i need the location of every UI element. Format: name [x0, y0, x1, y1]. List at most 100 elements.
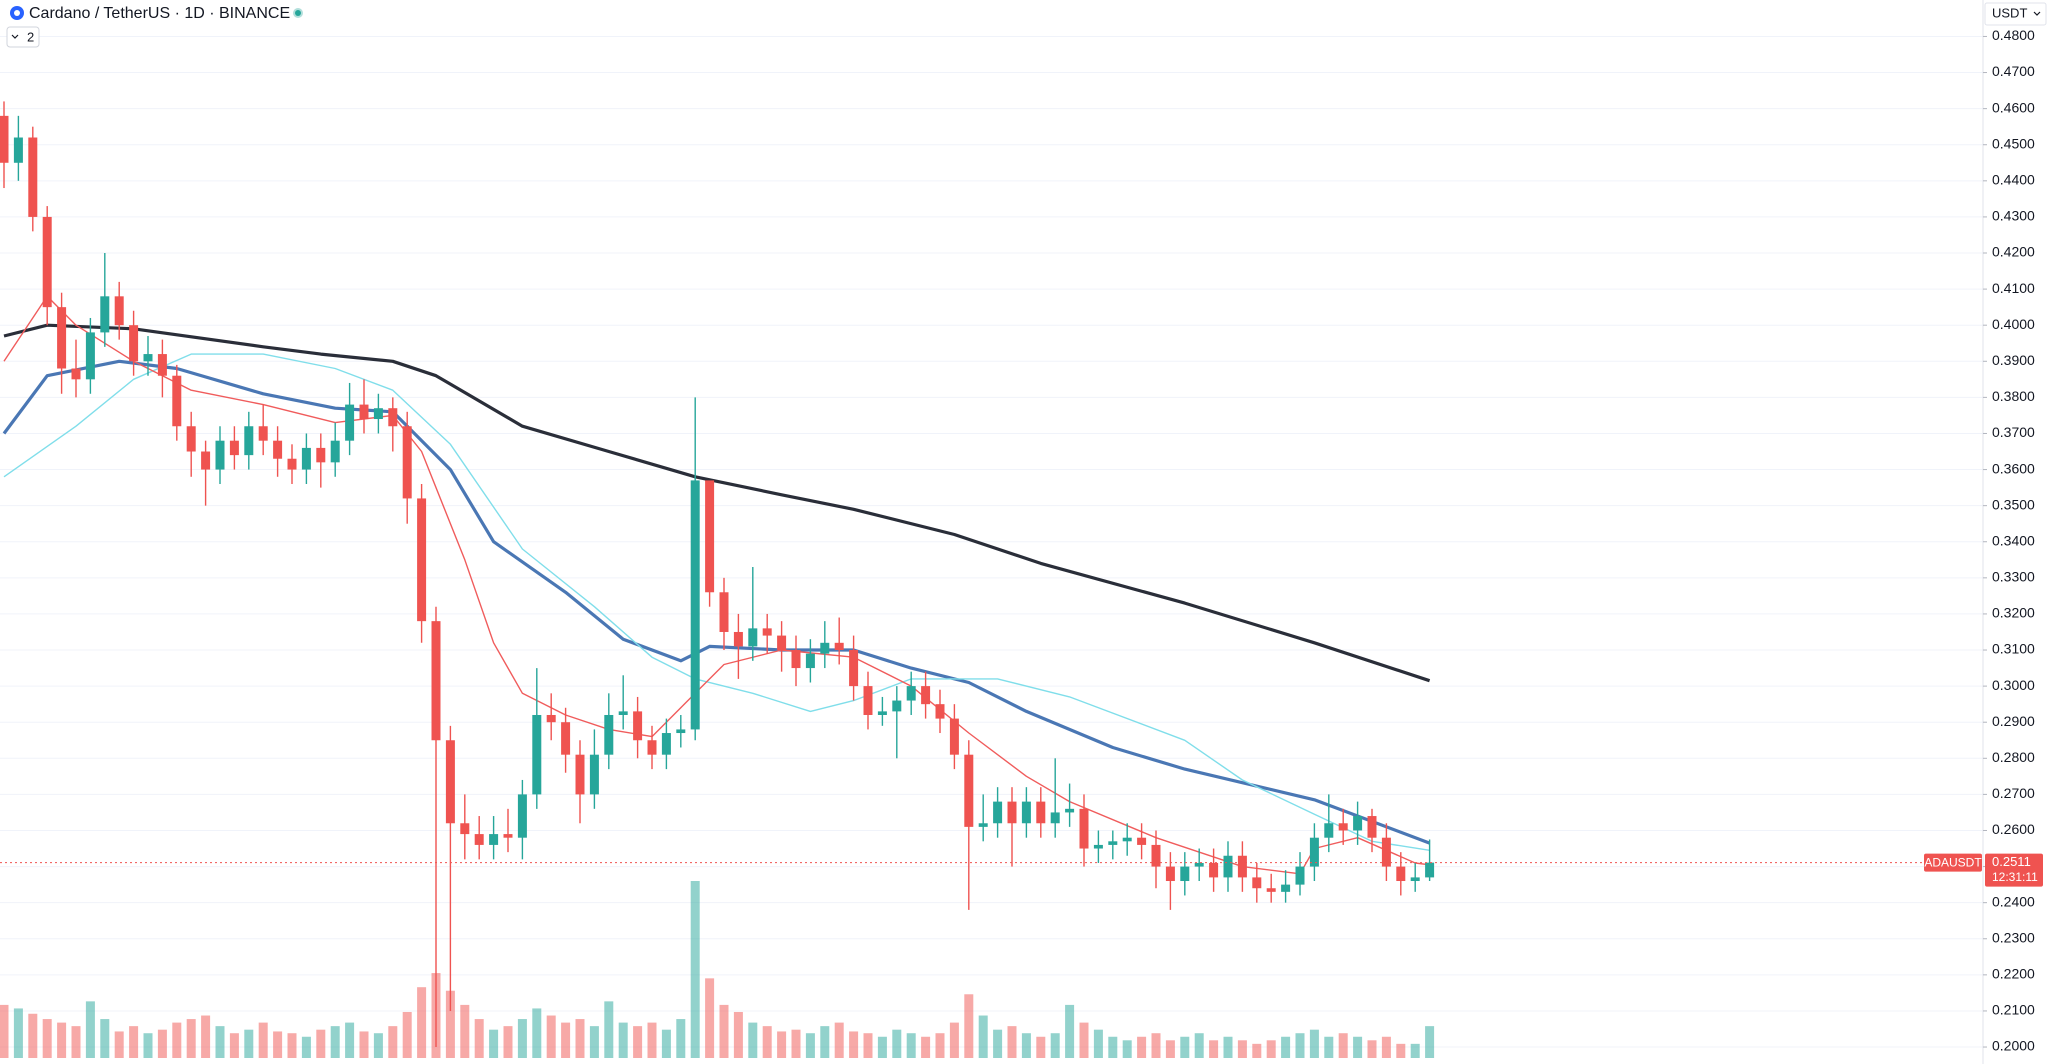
- volume-bar: [359, 1031, 369, 1058]
- volume-bar: [1367, 1040, 1377, 1058]
- candle-body: [1137, 837, 1147, 845]
- candle-body: [244, 426, 254, 456]
- volume-bar: [892, 1029, 902, 1058]
- volume-bar: [661, 1029, 671, 1058]
- candle-body: [0, 115, 9, 163]
- y-tick-label: 0.2300: [1992, 929, 2035, 945]
- symbol-tag: [1924, 853, 1982, 872]
- candle-body: [489, 834, 499, 845]
- candle-body: [460, 823, 470, 835]
- candle-body: [57, 307, 67, 369]
- candle-body: [1180, 866, 1190, 882]
- y-tick-label: 0.4000: [1992, 316, 2035, 332]
- y-tick-label: 0.3600: [1992, 460, 2035, 476]
- volume-bar: [964, 994, 974, 1058]
- y-tick-label: 0.4700: [1992, 63, 2035, 79]
- volume-bar: [1079, 1022, 1089, 1058]
- volume-bar: [1281, 1036, 1291, 1058]
- candle-body: [575, 754, 585, 795]
- volume-bar: [489, 1029, 499, 1058]
- currency-button[interactable]: [1984, 2, 2047, 26]
- volume-bar: [575, 1019, 585, 1058]
- currency-label: USDT: [1992, 5, 2027, 20]
- candle-body: [287, 458, 297, 470]
- candle-body: [1281, 884, 1291, 892]
- candle-body: [791, 650, 801, 669]
- candle-body: [402, 426, 412, 499]
- y-tick-label: 0.2000: [1992, 1038, 2035, 1054]
- y-tick-label: 0.2700: [1992, 785, 2035, 801]
- volume-bar: [402, 1011, 412, 1058]
- volume-bar: [921, 1036, 931, 1058]
- candle-body: [1050, 812, 1060, 824]
- candle-body: [474, 834, 484, 845]
- y-tick-label: 0.3500: [1992, 496, 2035, 512]
- volume-bar: [345, 1022, 355, 1058]
- volume-bar: [172, 1022, 182, 1058]
- volume-bar: [474, 1019, 484, 1058]
- candle-body: [1007, 801, 1017, 824]
- volume-bar: [1021, 1033, 1031, 1058]
- volume-bar: [618, 1022, 628, 1058]
- volume-bar: [1324, 1036, 1334, 1058]
- candle-body: [417, 498, 427, 622]
- candle-body: [1353, 816, 1363, 831]
- volume-bar: [445, 990, 455, 1058]
- last-price-tag: [1985, 853, 2043, 887]
- volume-bar: [1223, 1036, 1233, 1058]
- volume-bar: [201, 1015, 211, 1058]
- indicators-count: 2: [27, 29, 34, 44]
- volume-bar: [1381, 1036, 1391, 1058]
- symbol-icon-core: [14, 10, 20, 16]
- candle-body: [359, 404, 369, 420]
- volume-bar: [705, 978, 715, 1058]
- moving-average-line: [3, 323, 1431, 683]
- candles: [0, 101, 1435, 1048]
- volume-bar: [1396, 1043, 1406, 1058]
- volume-bar: [1252, 1043, 1262, 1058]
- candle-body: [705, 480, 715, 593]
- candle-body: [978, 823, 988, 827]
- volume-bar: [417, 987, 427, 1058]
- candle-body: [71, 368, 81, 380]
- candle-body: [1021, 801, 1031, 824]
- volume-bar: [532, 1008, 542, 1058]
- volume-bar: [460, 1004, 470, 1058]
- candle-body: [172, 375, 182, 427]
- volume-bar: [1036, 1036, 1046, 1058]
- y-tick-label: 0.2600: [1992, 821, 2035, 837]
- candle-body: [1367, 816, 1377, 838]
- volume-bar: [1007, 1026, 1017, 1058]
- volume-bar: [57, 1022, 67, 1058]
- candle-body: [143, 354, 153, 362]
- moving-average-line: [2, 359, 1431, 845]
- candle-body: [1151, 844, 1161, 867]
- candle-body: [273, 440, 283, 459]
- volume-bar: [100, 1019, 110, 1058]
- candle-body: [863, 686, 873, 715]
- volume-bar: [517, 1019, 527, 1058]
- candle-body: [186, 426, 196, 452]
- volume-bar: [71, 1026, 81, 1058]
- candle-body: [633, 711, 643, 741]
- volume-bar: [1194, 1033, 1204, 1058]
- volume-bar: [1410, 1043, 1420, 1058]
- candle-body: [1252, 877, 1262, 889]
- y-tick-label: 0.3000: [1992, 677, 2035, 693]
- volume-bar: [589, 1026, 599, 1058]
- volume-bar: [114, 1031, 124, 1058]
- candle-body: [1093, 844, 1103, 849]
- candle-body: [1223, 855, 1233, 878]
- volume-bar: [849, 1031, 859, 1058]
- candle-body: [762, 628, 772, 636]
- volume-bar: [993, 1029, 1003, 1058]
- candle-body: [1266, 888, 1276, 892]
- candle-body: [647, 740, 657, 755]
- volume-bar: [273, 1031, 283, 1058]
- volume-bar: [676, 1019, 686, 1058]
- volume-bar: [1180, 1036, 1190, 1058]
- indicators-toggle[interactable]: [6, 26, 40, 48]
- volume-bar: [229, 1033, 239, 1058]
- candle-body: [1209, 862, 1219, 878]
